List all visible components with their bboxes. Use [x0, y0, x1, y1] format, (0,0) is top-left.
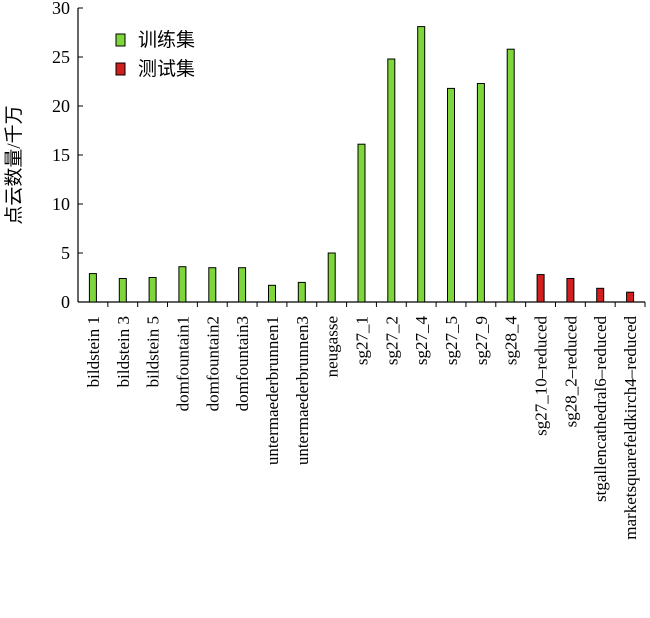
x-tick-label: sg28_4: [502, 316, 521, 366]
legend-swatch: [115, 33, 126, 47]
legend-label: 测试集: [138, 58, 195, 80]
y-tick-label: 20: [52, 96, 70, 116]
x-tick-label: sg27_9: [472, 316, 491, 365]
bar-train: [387, 58, 396, 303]
legend-label: 训练集: [138, 29, 195, 51]
bar-test: [566, 278, 575, 303]
bar-train: [178, 266, 187, 303]
bar-train: [118, 278, 127, 303]
bar-train: [506, 48, 515, 303]
y-tick-label: 25: [52, 47, 70, 67]
x-tick-label: sg27_4: [412, 316, 431, 366]
bar-train: [327, 252, 336, 303]
bar-train: [268, 284, 276, 303]
x-tick-label: domfountain2: [203, 316, 222, 411]
x-tick-label: sg27_2: [382, 316, 401, 365]
bar-test: [536, 274, 545, 303]
bar-train: [447, 87, 455, 303]
bar-test: [626, 291, 635, 303]
x-tick-label: neugasse: [323, 316, 342, 377]
plot-area: 0 5 10 15 20 25 30 bildstein 1 bildstein 3 bildst…: [52, 0, 646, 540]
bar-train: [476, 83, 485, 303]
x-tick-label: bildstein 3: [114, 316, 133, 387]
bar-train: [357, 143, 366, 303]
bar-train: [88, 273, 97, 303]
bar-train: [297, 281, 306, 303]
x-tick-label: sg27_1: [353, 316, 372, 365]
x-tick-label: domfountain1: [173, 316, 192, 411]
y-tick-label: 5: [61, 243, 70, 263]
y-tick-label: 10: [52, 194, 70, 214]
y-tick-label: 15: [52, 145, 70, 165]
bar-train: [238, 267, 247, 303]
bar-train: [208, 267, 217, 303]
x-tick-label: sg28_2–reduced: [561, 316, 580, 428]
x-tick-label: bildstein 1: [84, 316, 103, 387]
y-tick-label: 0: [61, 292, 70, 312]
bar-train: [148, 277, 157, 303]
x-tick-label: sg27_5: [442, 316, 461, 365]
x-tick-label: untermaederbrunnen1: [263, 316, 282, 465]
x-tick-label: marketsquarefeldkirch4–reduced: [621, 316, 640, 540]
x-tick-label: domfountain3: [233, 316, 252, 411]
bar-train: [417, 26, 426, 303]
x-tick-label: stgallencathedral6–reduced: [591, 316, 610, 502]
legend-swatch: [115, 62, 126, 76]
x-tick-label: bildstein 5: [144, 316, 163, 387]
bar-test: [596, 287, 605, 303]
x-tick-label: untermaederbrunnen3: [293, 316, 312, 465]
x-tick-label: sg27_10–reduced: [532, 316, 551, 436]
y-tick-label: 30: [52, 0, 70, 18]
y-axis-label: 点云数量/千万: [3, 105, 25, 224]
